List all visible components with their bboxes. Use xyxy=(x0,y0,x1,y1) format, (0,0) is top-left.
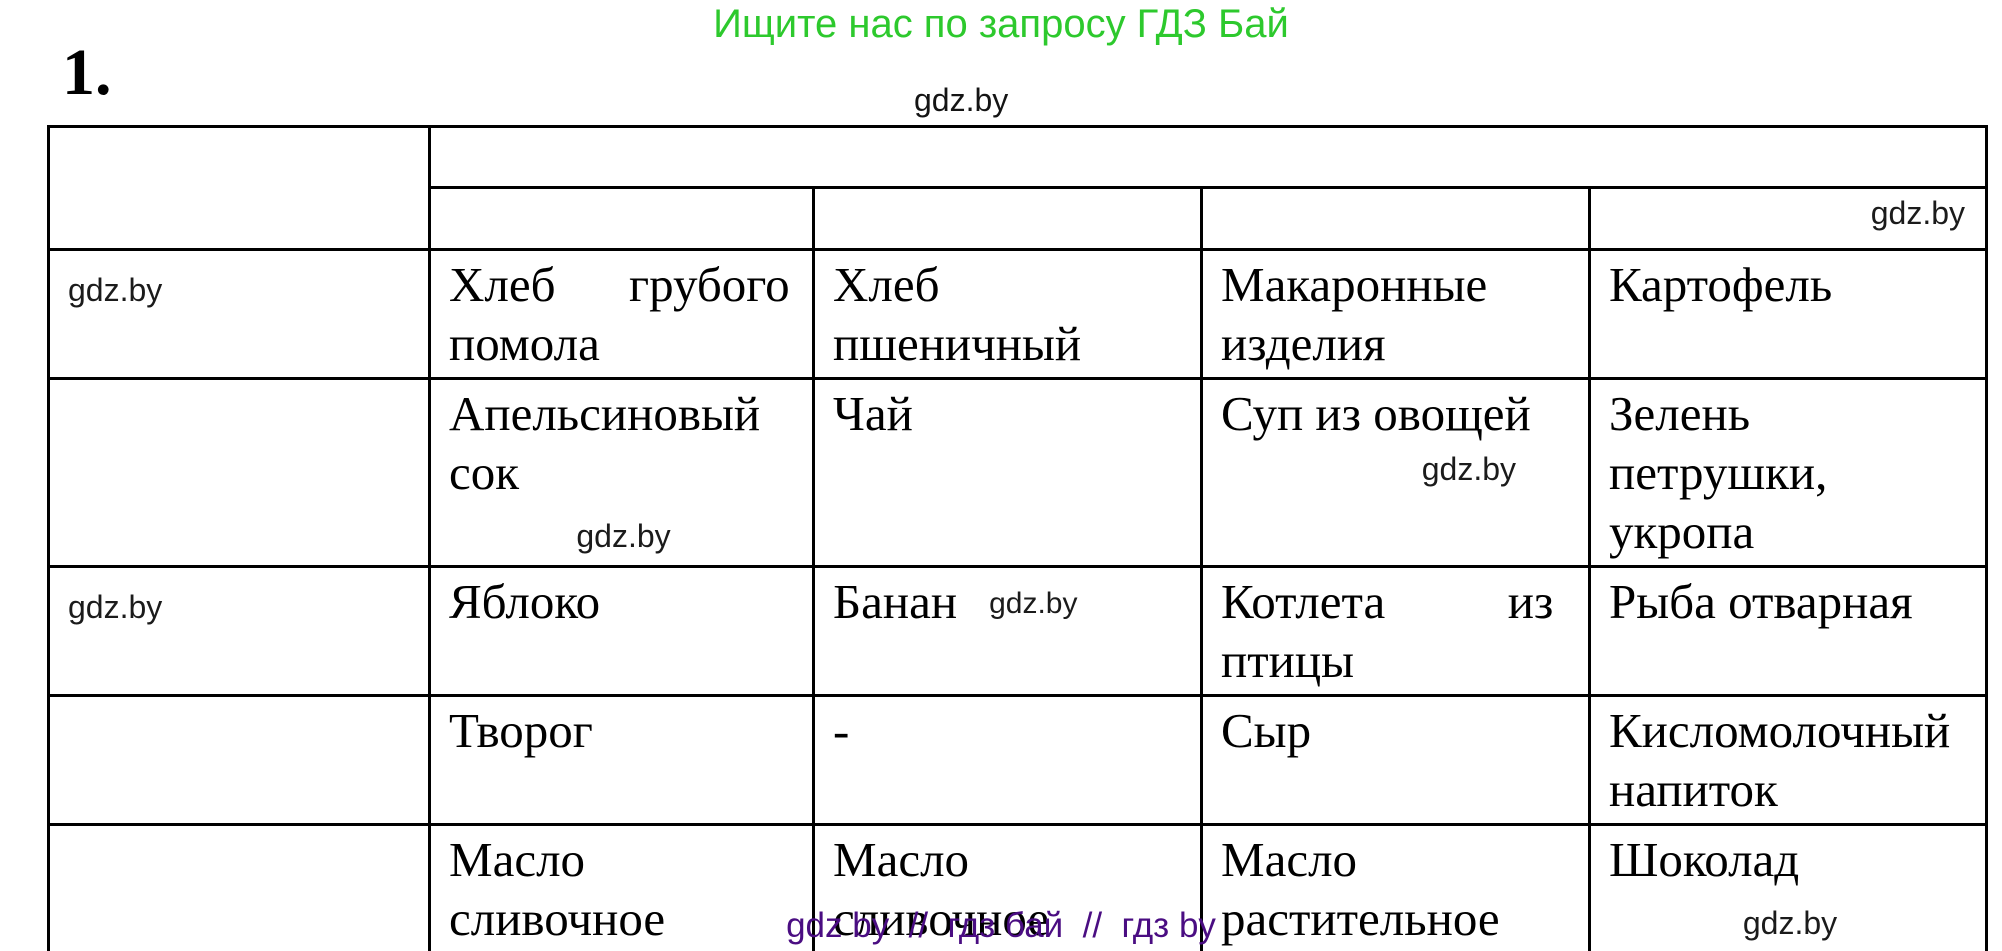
gdzby-top-watermark: gdz.by xyxy=(914,82,1009,118)
food-cell: Шоколад gdz.by xyxy=(1588,823,1988,951)
row-watermark: gdz.by xyxy=(68,589,163,625)
header-row-1 xyxy=(47,125,1988,251)
row-label-cell: gdz.by xyxy=(47,565,431,697)
cell-text: Масло сливочное xyxy=(833,832,1050,946)
header-subcell xyxy=(1200,186,1591,251)
food-cell: Картофель xyxy=(1588,248,1988,380)
cell-watermark: gdz.by xyxy=(1421,451,1516,487)
cell-text: Рыба отварная xyxy=(1609,574,1913,629)
cell-text: Картофель xyxy=(1609,257,1833,312)
row-watermark: gdz.by xyxy=(68,272,163,308)
header-watermark: gdz.by xyxy=(1870,195,1965,231)
header-corner-cell xyxy=(47,125,431,251)
cell-text: Суп из овощей xyxy=(1221,386,1531,441)
food-cell: Яблоко xyxy=(428,565,815,697)
table-row: gdz.by Яблоко Банан gdz.by Котлета из птицы Р… xyxy=(47,565,1988,697)
table-row: Масло сливочное Масло сливочное Масло раст… xyxy=(47,823,1988,951)
food-cell: Котлета из птицы xyxy=(1200,565,1591,697)
cell-text: Котлета из птицы xyxy=(1221,574,1554,688)
food-cell: Рыба отварная xyxy=(1588,565,1988,697)
food-cell: Апельсиновый сок gdz.by xyxy=(428,377,815,568)
cell-watermark: gdz.by xyxy=(1742,905,1838,941)
cell-watermark: gdz.by xyxy=(576,518,671,554)
cell-text: Масло растительное xyxy=(1221,832,1500,946)
row-label-cell xyxy=(47,823,431,951)
cell-text: Сыр xyxy=(1221,703,1312,758)
food-cell: Масло растительное xyxy=(1200,823,1591,951)
header-subcell xyxy=(812,186,1203,251)
exercise-number: 1. xyxy=(62,36,112,109)
food-cell: Хлеб грубого помола xyxy=(428,248,815,380)
cell-watermark: gdz.by xyxy=(989,587,1078,620)
food-cell: Макаронные изделия xyxy=(1200,248,1591,380)
header-subcell: gdz.by xyxy=(1588,186,1988,251)
food-cell: Банан gdz.by xyxy=(812,565,1203,697)
cell-text: Чай xyxy=(833,386,913,441)
cell-text: Банан xyxy=(833,574,958,629)
cell-text: Апельсиновый сок xyxy=(449,386,761,500)
food-cell: - xyxy=(812,694,1203,826)
food-cell: Зелень петрушки, укропа xyxy=(1588,377,1988,568)
cell-text: Масло сливочное xyxy=(449,832,666,946)
food-cell: Масло сливочное xyxy=(812,823,1203,951)
table-row: gdz.by Хлеб грубого помола Хлеб пшеничный М… xyxy=(47,248,1988,380)
cell-text: Кисломолочный напиток xyxy=(1609,703,1951,817)
cell-text: Творог xyxy=(449,703,593,758)
food-cell: Суп из овощей gdz.by xyxy=(1200,377,1591,568)
cell-text: Зелень петрушки, укропа xyxy=(1609,386,1828,559)
cell-text: Хлеб пшеничный xyxy=(833,257,1082,371)
food-cell: Творог xyxy=(428,694,815,826)
meal-table: gdz.by gdz.by Хлеб грубого помола Хлеб пшен… xyxy=(47,125,1988,951)
footer-watermark: gdz by // гдз бай // гдз by xyxy=(786,906,1216,945)
row-label-cell: gdz.by xyxy=(47,248,431,380)
food-cell: Хлеб пшеничный xyxy=(812,248,1203,380)
food-cell: Сыр xyxy=(1200,694,1591,826)
row-label-cell xyxy=(47,377,431,568)
header-span-cell xyxy=(428,125,1988,189)
food-cell: Кисломолочный напиток xyxy=(1588,694,1988,826)
header-subcell xyxy=(428,186,815,251)
header-row-2: gdz.by xyxy=(49,186,1988,251)
cell-text: Шоколад xyxy=(1609,832,1800,887)
promo-banner: Ищите нас по запросу ГДЗ Бай xyxy=(713,2,1289,46)
cell-text: Яблоко xyxy=(449,574,601,629)
cell-text: - xyxy=(833,703,850,758)
food-cell: Масло сливочное xyxy=(428,823,815,951)
food-cell: Чай xyxy=(812,377,1203,568)
table-row: Творог - Сыр Кисломолочный напиток xyxy=(47,694,1988,826)
table-row: Апельсиновый сок gdz.by Чай Суп из овощей gd… xyxy=(47,377,1988,568)
cell-text: Хлеб грубого помола xyxy=(449,257,790,371)
cell-text: Макаронные изделия xyxy=(1221,257,1488,371)
row-label-cell xyxy=(47,694,431,826)
